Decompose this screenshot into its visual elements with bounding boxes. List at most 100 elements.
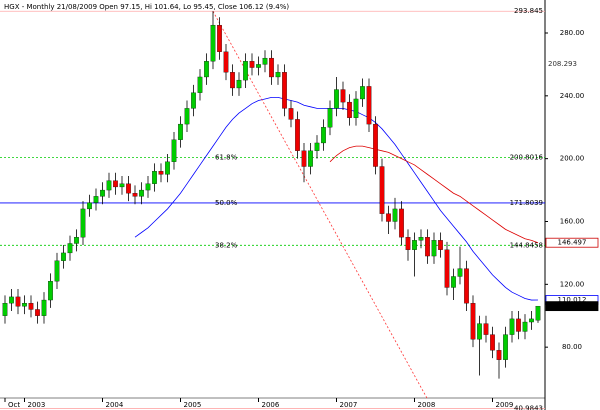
level-pct: 61.8% [215,153,238,161]
candle-body [236,79,242,89]
x-tick-label: 2003 [28,401,46,409]
price-marker-box [545,301,599,312]
candle-body [522,321,528,332]
candle-body [54,260,60,282]
candle-body [223,51,229,73]
candle-body [41,299,47,316]
y-tick-label: 280.00 [560,29,585,37]
candle-body [509,318,515,335]
candle-body [314,142,320,151]
candle-body [418,237,424,241]
candle-body [132,193,138,197]
candle-body [425,237,430,257]
candle-body [347,101,352,118]
candle-body [262,57,268,65]
candle-body [399,208,404,238]
candle-body [288,108,294,120]
candle-body [80,208,86,238]
candle-body [431,240,437,257]
candle-body [444,249,450,288]
candle-body [67,243,73,254]
candle-body [165,161,170,175]
level-label: 40.9843 [514,404,543,410]
x-tick-label: 2004 [106,401,124,409]
candle-body [275,72,281,78]
candle-body [106,180,112,191]
candle-body [119,183,125,188]
candle-body [483,323,489,335]
candle-body [93,196,99,203]
level-label: 171.8039 [510,199,543,207]
candle-body [535,305,541,321]
indicator-line [329,145,539,244]
candle-body [496,350,502,360]
candle-body [9,296,14,304]
x-tick-label: 2008 [418,401,436,409]
x-tick-label: 2007 [340,401,358,409]
candle-body [334,89,339,109]
candle-body [22,303,27,307]
y-tick-label: 80.00 [562,343,582,351]
candle-body [184,108,190,125]
candle-body [327,108,333,128]
candle-body [48,281,53,301]
candle-body [217,24,222,52]
candle-body [100,189,105,197]
candle-body [2,303,8,316]
annotation: 208.293 [548,60,577,68]
candle-body [269,57,274,78]
chart-title: HGX - Monthly 21/08/2009 Open 97.15, Hi … [4,3,289,11]
candle-body [171,139,177,162]
y-tick-label: 240.00 [560,92,585,100]
candle-body [256,64,261,68]
candle-body [353,98,359,118]
price-marker-label: 106.12 [560,302,585,310]
candle-body [412,240,417,250]
candle-body [470,303,476,340]
candle-body [139,189,144,197]
candle-body [464,268,469,304]
level-pct: 50.0% [215,199,238,207]
candle-body [113,180,118,188]
candle-body [438,240,443,250]
price-marker-label: 110.012 [558,296,587,304]
y-tick-label: 160.00 [560,217,585,225]
candle-body [191,92,196,109]
level-label: 144.8458 [510,241,543,249]
x-tick-label: 2005 [184,401,202,409]
y-tick-label: 120.00 [560,280,585,288]
candle-body [490,334,495,351]
candle-body [158,171,164,175]
candle-body [373,123,378,167]
candle-body [321,127,326,144]
candle-body [529,318,534,323]
candle-body [35,309,40,316]
candle-body [197,76,203,93]
candle-body [230,72,235,89]
candle-body [61,252,66,261]
candle-body [379,166,385,214]
candle-body [295,119,300,151]
candle-body [366,86,372,125]
candle-body [457,268,463,277]
price-marker-box [545,237,599,248]
candle-body [386,213,391,222]
candle-body [301,150,307,167]
candle-body [516,318,521,332]
candle-body [451,276,456,288]
candle-body [282,72,287,109]
candle-body [360,86,365,100]
candle-body [503,334,508,360]
candle-body [145,183,151,191]
candle-body [204,61,209,78]
candle-body [15,296,21,307]
y-tick-label: 200.00 [560,155,585,163]
candle-body [87,202,92,210]
level-label: 293.845 [514,7,543,15]
candle-body [178,123,183,140]
candle-body [340,89,346,103]
candle-body [405,237,411,250]
candle-body [74,237,79,244]
